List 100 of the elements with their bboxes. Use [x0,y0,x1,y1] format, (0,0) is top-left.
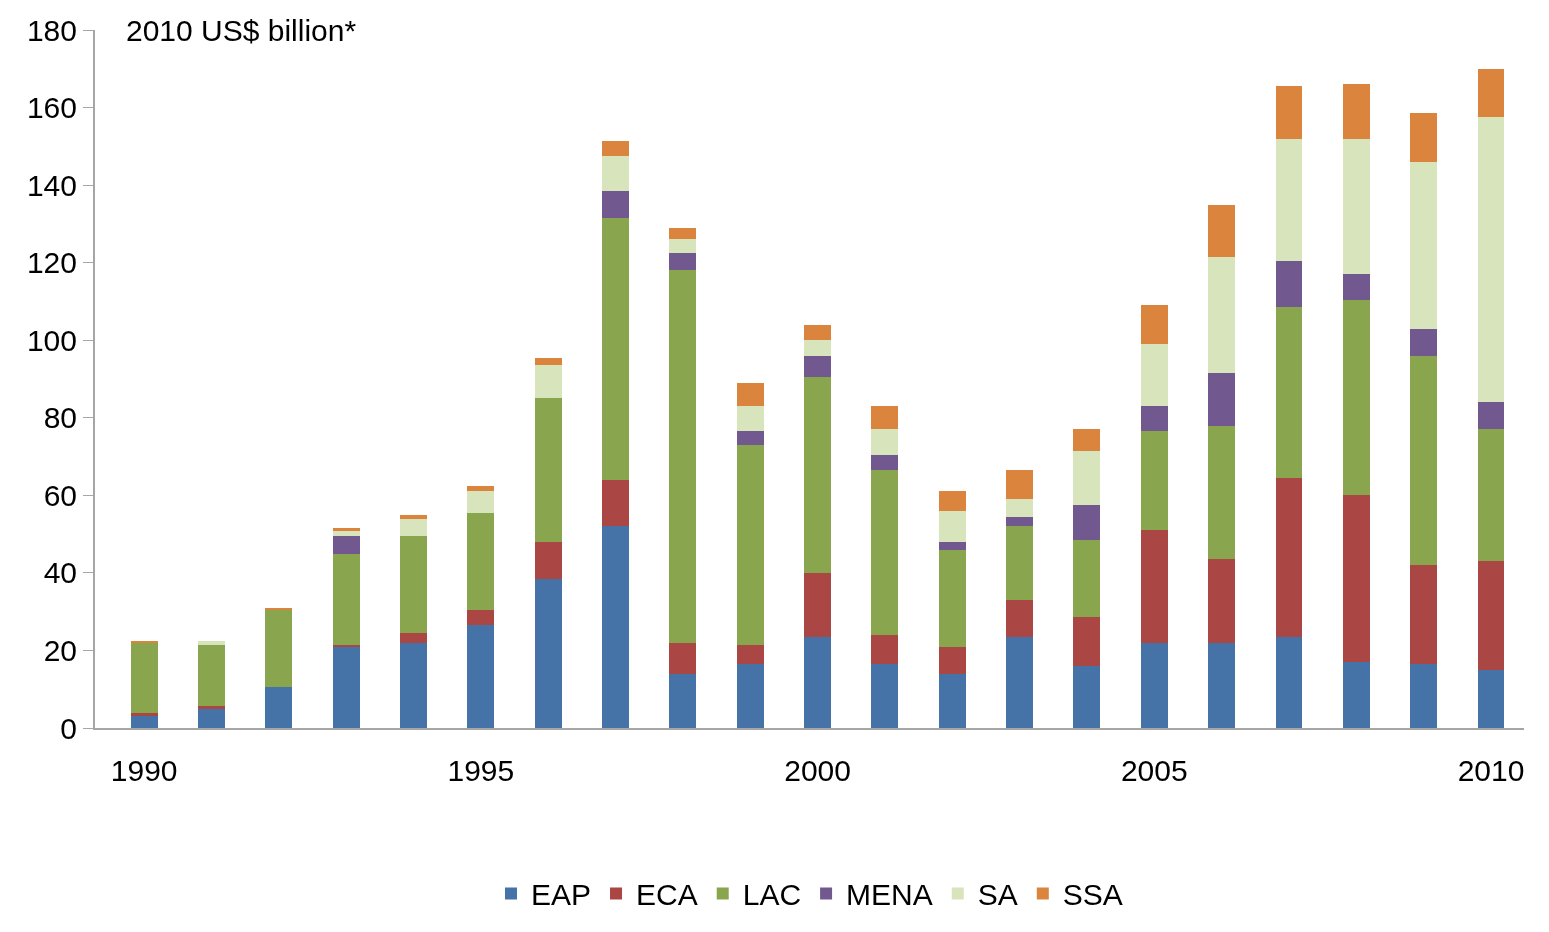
bar [1208,642,1236,728]
bar [1342,84,1370,139]
bar [736,431,764,445]
bar [265,687,293,728]
bar [1208,559,1236,643]
bar [669,642,697,674]
bar [1342,299,1370,496]
bar [804,377,832,573]
bar [871,470,899,635]
bar [804,636,832,728]
x-tick-label: 1990 [110,754,178,787]
bar [736,644,764,665]
bar [1006,636,1034,728]
bar [1342,495,1370,663]
y-tick-label: 80 [43,401,77,435]
bar [602,526,630,728]
bar [1073,539,1101,618]
bar [1342,662,1370,728]
bar [1410,161,1438,329]
bar [130,715,158,728]
bar [871,406,899,430]
bar [467,512,495,610]
y-tick-label: 120 [26,246,77,280]
bar [534,398,562,542]
bar [332,536,360,554]
bar [938,510,966,542]
legend-label: MENA [846,878,933,912]
bar [1073,429,1101,451]
bar [1477,669,1505,728]
y-tick-label: 180 [26,13,77,47]
bar [1275,138,1303,261]
bar [534,578,562,728]
bar [1275,260,1303,308]
bar [938,673,966,728]
bar [1006,516,1034,527]
bar [400,632,427,643]
bar [198,705,225,709]
bar [1140,642,1168,728]
bar [1140,530,1168,643]
bar [534,357,562,366]
bar [938,491,966,511]
bar [1006,470,1034,500]
bar [130,642,158,714]
bar [804,340,832,356]
bar [1410,328,1438,356]
x-tick-label: 2000 [784,754,851,787]
bar [871,454,899,471]
x-tick-label: 2005 [1120,754,1188,787]
bar [736,444,764,645]
bar [1477,429,1505,562]
bar [1477,68,1505,118]
bar [332,646,360,728]
y-tick-label: 160 [26,91,77,125]
bar [332,553,360,645]
bar [1275,477,1303,637]
bar [1073,505,1101,540]
bar [1275,307,1303,478]
bar [804,572,832,637]
bar [938,541,966,550]
bar [871,664,899,728]
bar [736,406,764,432]
bar [467,625,495,728]
bar [467,609,495,626]
bar [1477,561,1505,670]
bar [602,156,630,191]
bar [1208,373,1236,426]
x-tick-label: 2010 [1457,754,1525,787]
bar [1073,617,1101,666]
y-tick-label: 0 [60,711,77,745]
bar [669,673,697,728]
bar [467,491,495,513]
bar [1410,355,1438,566]
bar [1140,431,1168,531]
bar [1140,305,1168,345]
y-tick-label: 20 [43,633,77,667]
bar [1477,402,1505,430]
bar [1140,406,1168,432]
bar [938,549,966,647]
bar [1208,425,1236,560]
y-tick-label: 140 [26,168,77,202]
legend-label: ECA [636,878,698,912]
bar [1208,204,1236,257]
bar [1073,450,1101,506]
bar [1342,138,1370,275]
bar [602,218,630,480]
bar [130,713,158,716]
bar [602,479,630,527]
bar [534,365,562,399]
bar [1006,499,1034,517]
bar [534,541,562,579]
bar [669,239,697,253]
bar [1006,600,1034,637]
bar [265,609,293,688]
bar [602,190,630,219]
y-tick-label: 60 [43,478,77,512]
bar [332,528,360,531]
bar [1140,344,1168,407]
bar [736,664,764,728]
bar [265,607,293,610]
bar [1275,86,1303,139]
